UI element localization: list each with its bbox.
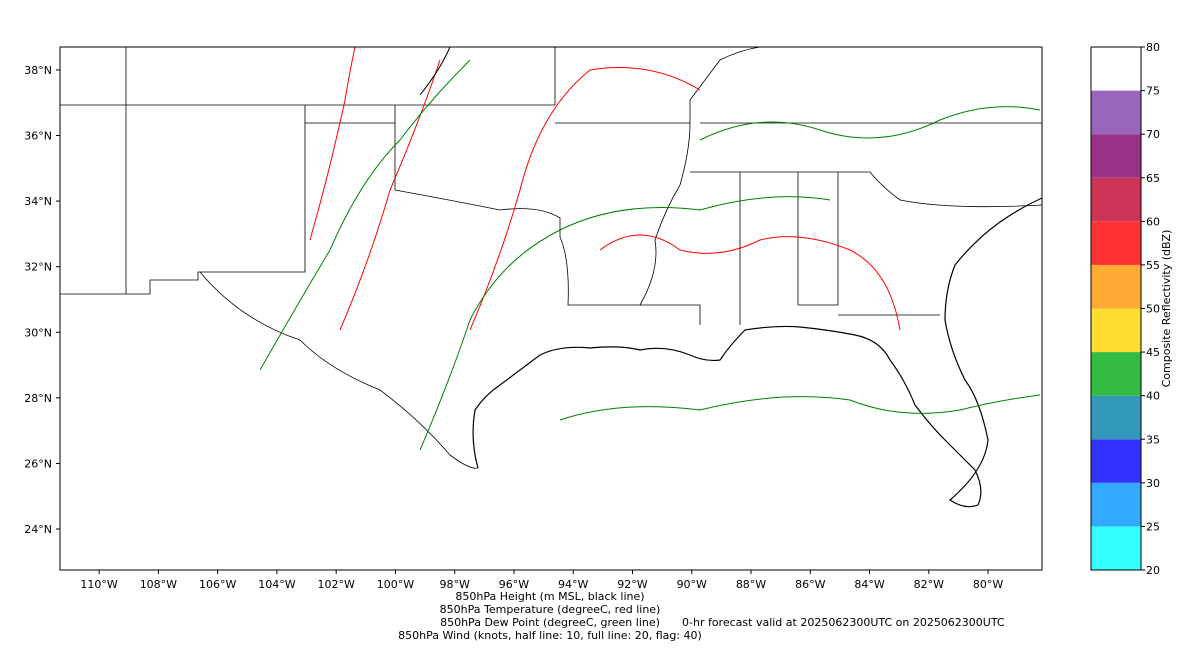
y-tick-label: 34°N — [24, 195, 52, 208]
coastline — [472, 197, 1043, 508]
border — [559, 122, 691, 306]
colorbar-label: Composite Reflectivity (dBZ) — [1160, 230, 1173, 388]
colorbar-segment — [1091, 352, 1141, 396]
y-tick-label: 32°N — [24, 261, 52, 274]
colorbar-segment — [1091, 90, 1141, 135]
x-tick-label: 108°W — [140, 578, 177, 591]
caption: 850hPa Dew Point (degreeC, green line) — [440, 616, 660, 629]
colorbar-segment — [1091, 221, 1141, 265]
map-axes: 110°W 108°W 106°W 104°W 102°W 100°W 98°W 96°W 94… — [24, 64, 1003, 591]
caption: 850hPa Temperature (degreeC, red line) — [440, 603, 661, 616]
colorbar: 20 25 30 35 40 45 50 55 60 65 70 75 80 Composite Refl… — [1090, 41, 1173, 577]
map-background — [59, 46, 1043, 571]
colorbar-tick-label: 60 — [1146, 215, 1160, 228]
colorbar-segment — [1091, 134, 1141, 178]
colorbar-segment — [1091, 439, 1141, 483]
colorbar-segment — [1091, 308, 1141, 353]
caption: 850hPa Height (m MSL, black line) — [455, 590, 644, 603]
colorbar-tick-label: 45 — [1146, 346, 1160, 359]
y-tick-label: 30°N — [24, 326, 52, 339]
y-tick-label: 36°N — [24, 130, 52, 143]
x-tick-label: 102°W — [317, 578, 354, 591]
colorbar-tick-label: 35 — [1146, 433, 1160, 446]
height-contour — [419, 46, 451, 96]
colorbar-tick-label: 55 — [1146, 259, 1160, 272]
x-tick-label: 106°W — [199, 578, 236, 591]
colorbar-tick-label: 30 — [1146, 477, 1160, 490]
temperature-contour — [309, 46, 356, 241]
temperature-contour — [339, 59, 441, 331]
x-tick-label: 86°W — [795, 578, 825, 591]
captions: 850hPa Height (m MSL, black line)850hPa … — [398, 590, 1005, 642]
colorbar-tick-label: 70 — [1146, 128, 1160, 141]
dewpoint-contour — [559, 394, 1041, 421]
x-tick-label: 100°W — [377, 578, 414, 591]
x-tick-label: 98°W — [440, 578, 470, 591]
x-tick-label: 110°W — [80, 578, 117, 591]
temperature-contour — [469, 67, 701, 331]
colorbar-tick-label: 25 — [1146, 520, 1160, 533]
colorbar-segment — [1091, 482, 1141, 527]
forecast-note: 0-hr forecast valid at 2025062300UTC on … — [682, 616, 1005, 629]
colorbar-tick-label: 65 — [1146, 172, 1160, 185]
y-tick-label: 26°N — [24, 457, 52, 470]
y-tick-label: 24°N — [24, 523, 52, 536]
y-tick-label: 38°N — [24, 64, 52, 77]
border — [199, 271, 479, 469]
colorbar-tick-label: 75 — [1146, 85, 1160, 98]
caption: 850hPa Wind (knots, half line: 10, full … — [398, 629, 702, 642]
colorbar-segment — [1091, 264, 1141, 309]
border — [305, 47, 556, 123]
border — [305, 122, 561, 237]
colorbar-tick-label: 50 — [1146, 303, 1160, 316]
x-tick-label: 80°W — [973, 578, 1003, 591]
colorbar-segment — [1091, 395, 1141, 440]
dewpoint-contour — [259, 59, 471, 371]
colorbar-tick-label: 80 — [1146, 41, 1160, 54]
colorbar-segment — [1091, 526, 1141, 570]
colorbar-segment — [1091, 47, 1141, 91]
dewpoint-contour — [419, 196, 831, 451]
colorbar-segment — [1091, 177, 1141, 222]
colorbar-tick-label: 20 — [1146, 564, 1160, 577]
x-tick-label: 88°W — [736, 578, 766, 591]
x-tick-label: 92°W — [617, 578, 647, 591]
x-tick-label: 96°W — [499, 578, 529, 591]
temperature-contour — [599, 234, 901, 331]
x-tick-label: 94°W — [558, 578, 588, 591]
y-tick-label: 28°N — [24, 392, 52, 405]
x-tick-label: 90°W — [677, 578, 707, 591]
x-tick-label: 84°W — [854, 578, 884, 591]
dewpoint-contour — [699, 106, 1041, 141]
border — [555, 46, 761, 124]
x-tick-label: 104°W — [258, 578, 295, 591]
map-frame — [60, 47, 1042, 570]
contours — [259, 46, 1041, 451]
border — [60, 104, 306, 295]
colorbar-tick-label: 40 — [1146, 390, 1160, 403]
x-tick-label: 82°W — [914, 578, 944, 591]
map-border — [59, 46, 1043, 571]
